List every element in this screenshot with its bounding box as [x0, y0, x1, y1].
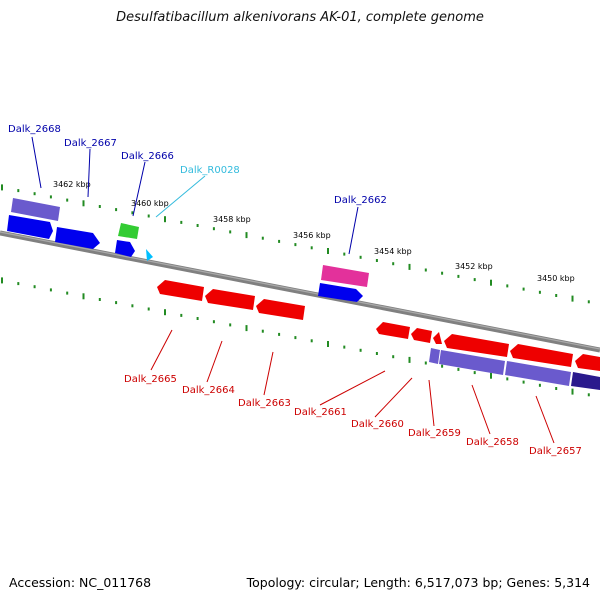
scale-label: 3450 kbp — [537, 274, 575, 283]
tick-row-upper — [1, 184, 590, 304]
scale-label: 3462 kbp — [53, 180, 91, 189]
gene-label[interactable]: Dalk_2662 — [334, 195, 387, 206]
rna-arrow[interactable] — [146, 249, 153, 261]
genome-summary-text: Topology: circular; Length: 6,517,073 bp… — [246, 575, 590, 590]
cds-arrow[interactable] — [575, 354, 600, 371]
reverse-features — [157, 280, 600, 390]
gene-bar[interactable] — [118, 223, 139, 239]
cds-arrow[interactable] — [256, 299, 305, 320]
scale-label: 3452 kbp — [455, 262, 493, 271]
cds-arrow[interactable] — [205, 289, 255, 310]
cds-arrow[interactable] — [115, 240, 135, 257]
gene-bar[interactable] — [429, 348, 440, 364]
gene-label[interactable]: Dalk_2660 — [351, 419, 404, 430]
scale-label: 3454 kbp — [374, 247, 412, 256]
cds-arrow[interactable] — [444, 334, 509, 357]
scale-label: 3460 kbp — [131, 199, 169, 208]
genome-backbone-highlight — [0, 231, 600, 350]
gene-label[interactable]: Dalk_2661 — [294, 407, 347, 418]
gene-label[interactable]: Dalk_2657 — [529, 446, 582, 457]
gene-label[interactable]: Dalk_2666 — [121, 151, 174, 162]
gene-label[interactable]: Dalk_2663 — [238, 398, 291, 409]
map-title: Desulfatibacillum alkenivorans AK-01, co… — [116, 10, 484, 25]
accession-text: Accession: NC_011768 — [9, 575, 152, 590]
cds-arrow[interactable] — [7, 215, 53, 239]
genome-backbone — [0, 230, 600, 353]
forward-features — [7, 198, 369, 302]
cds-arrow[interactable] — [510, 344, 573, 367]
gene-bar[interactable] — [321, 265, 369, 287]
gene-bar[interactable] — [11, 198, 60, 221]
gene-label[interactable]: Dalk_R0028 — [180, 165, 240, 176]
callout-lines — [31, 136, 555, 444]
gene-label[interactable]: Dalk_2658 — [466, 437, 519, 448]
cds-arrow[interactable] — [318, 283, 363, 302]
gene-label[interactable]: Dalk_2665 — [124, 374, 177, 385]
gene-label[interactable]: Dalk_2659 — [408, 428, 461, 439]
cds-arrow[interactable] — [376, 322, 410, 339]
gene-label[interactable]: Dalk_2667 — [64, 138, 117, 149]
cds-arrow[interactable] — [55, 227, 100, 249]
scale-label: 3456 kbp — [293, 231, 331, 240]
cds-arrow[interactable] — [433, 332, 442, 344]
cds-arrow[interactable] — [157, 280, 204, 301]
gene-bar[interactable] — [439, 350, 505, 375]
cds-arrow[interactable] — [411, 328, 432, 343]
scale-label: 3458 kbp — [213, 215, 251, 224]
gene-bar[interactable] — [505, 361, 571, 386]
gene-label[interactable]: Dalk_2664 — [182, 385, 235, 396]
gene-label[interactable]: Dalk_2668 — [8, 124, 61, 135]
tick-row-lower — [1, 277, 590, 397]
gene-bar[interactable] — [571, 372, 600, 390]
